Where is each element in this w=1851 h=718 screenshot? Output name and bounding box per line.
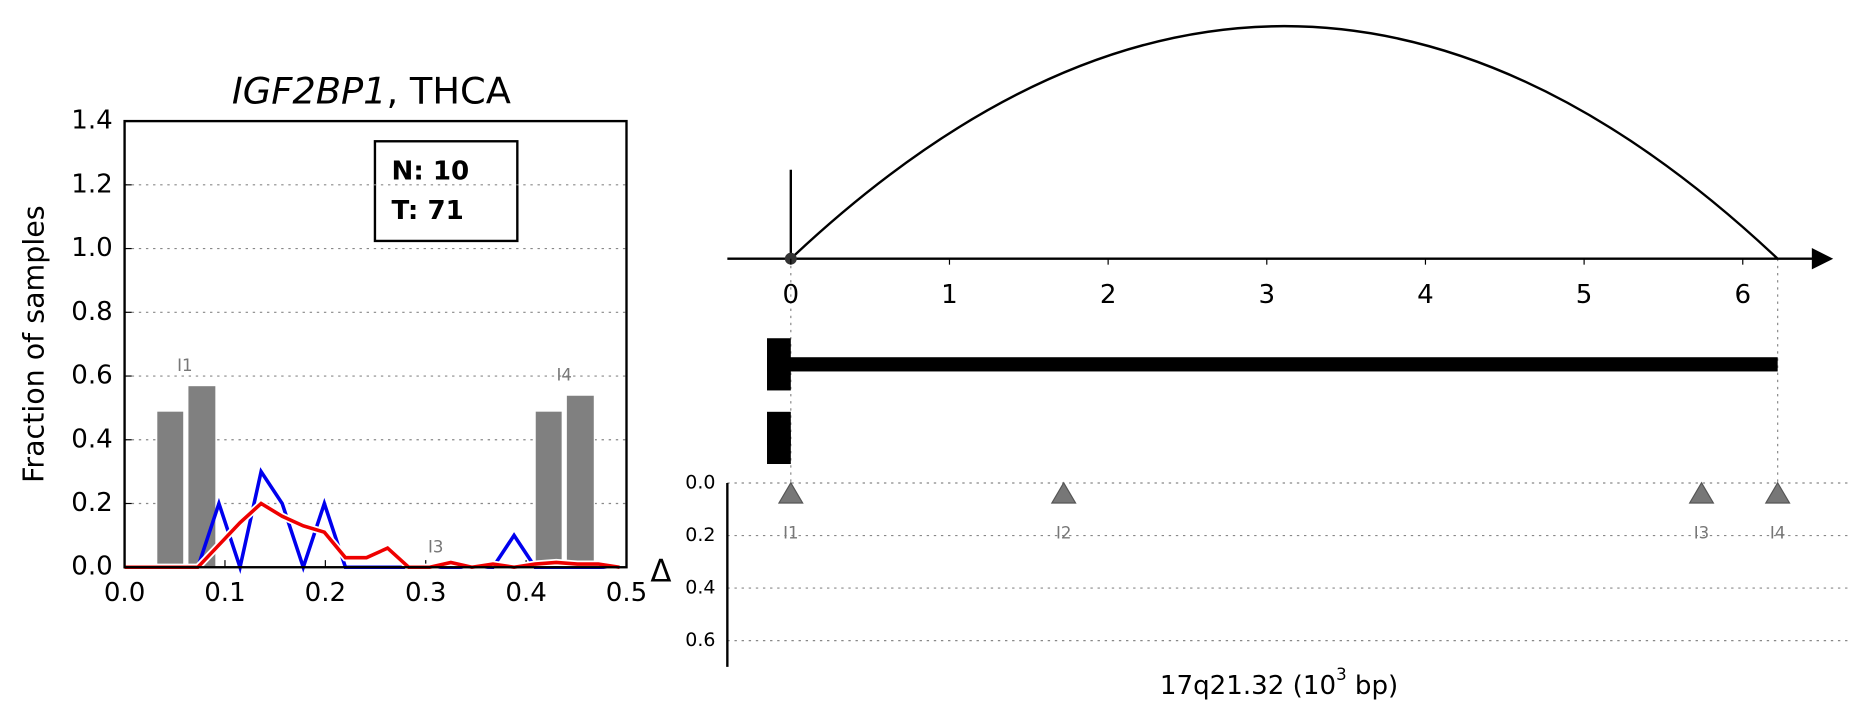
x-tick-label: 4 [1417, 280, 1434, 310]
plot-frame [123, 119, 628, 569]
chart-title: IGF2BP1, THCA [232, 69, 511, 112]
bar [156, 410, 185, 568]
marker-label: I2 [1056, 523, 1071, 542]
x-tick-label: 5 [1576, 280, 1593, 310]
marker [1764, 481, 1791, 504]
bar [534, 410, 563, 568]
y-tick-label: 0.0 [685, 471, 715, 493]
x-tick-label: 1 [941, 280, 958, 310]
y-axis-label: Δ [650, 554, 671, 590]
x-tick-label: 0 [783, 280, 800, 310]
y-tick-label: 1.4 [71, 106, 113, 136]
marker-label: I1 [783, 523, 798, 542]
x-tick-label: 2 [1100, 280, 1117, 310]
y-axis-label: Fraction of samples [18, 205, 51, 483]
x-label-part: 17q21.32 (10 [1160, 670, 1336, 700]
x-label-part: bp) [1347, 670, 1399, 700]
x-tick-label: 0.3 [405, 578, 446, 608]
bar [187, 385, 217, 568]
y-tick-label: 0.2 [71, 488, 113, 518]
exon [767, 338, 791, 391]
axis-arrow [1811, 248, 1834, 270]
x-label-sup: 3 [1336, 665, 1347, 684]
x-tick-label: 6 [1734, 280, 1751, 310]
region-label: I3 [428, 538, 443, 557]
marker [1050, 481, 1077, 504]
annotation-box [373, 140, 519, 243]
y-tick-label: 0.6 [685, 629, 715, 651]
y-tick-label: 1.0 [71, 233, 113, 263]
y-tick-label: 0.2 [685, 524, 715, 546]
exon [767, 411, 791, 465]
y-tick-label: 0.0 [71, 552, 113, 582]
x-tick-label: 0.5 [606, 578, 648, 608]
y-tick-label: 0.6 [71, 361, 113, 391]
gene-name: IGF2BP1 [232, 69, 387, 112]
region-label: I1 [177, 356, 192, 375]
y-tick-label: 1.2 [71, 169, 113, 199]
annotation: T: 71 [392, 196, 464, 226]
origin-dot [784, 252, 797, 265]
bar [565, 394, 595, 568]
y-tick-label: 0.8 [71, 297, 113, 327]
annotation: N: 10 [392, 157, 470, 187]
series-line [124, 501, 620, 570]
marker [1688, 481, 1715, 504]
marker-label: I4 [1770, 523, 1785, 542]
arc [789, 24, 1779, 260]
x-tick-label: 0.1 [204, 578, 246, 608]
marker-label: I3 [1694, 523, 1709, 542]
cancer-type: , THCA [387, 69, 511, 112]
y-tick-label: 0.4 [71, 424, 113, 454]
transcript-line [767, 357, 1778, 372]
x-tick-label: 0.2 [305, 578, 347, 608]
x-tick-label: 0.4 [505, 578, 547, 608]
region-label: I4 [557, 366, 572, 385]
x-axis-label: 17q21.32 (103 bp) [1160, 665, 1398, 701]
x-tick-label: 0.0 [104, 578, 146, 608]
y-tick-label: 0.4 [685, 577, 715, 599]
marker [777, 481, 804, 504]
x-tick-label: 3 [1258, 280, 1275, 310]
